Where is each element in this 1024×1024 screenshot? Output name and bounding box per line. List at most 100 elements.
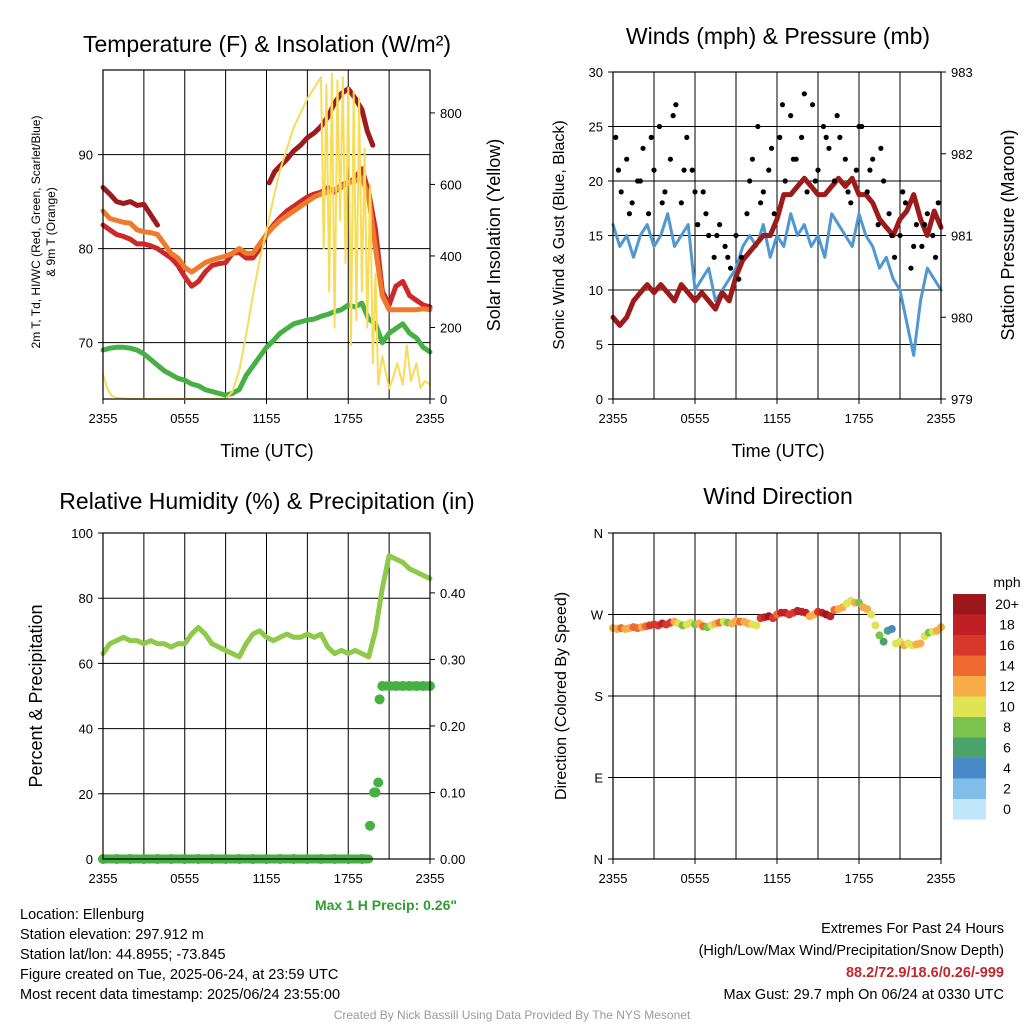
gust-point	[900, 189, 906, 195]
gust-point	[935, 200, 941, 206]
gust-point	[689, 167, 695, 173]
temperature-xlabel: Time (UTC)	[220, 441, 313, 461]
gust-point	[733, 232, 739, 239]
humidity-rtick-label: 0.20	[440, 719, 465, 734]
gust-point	[670, 113, 676, 119]
winds-ytick-label: 5	[596, 338, 603, 353]
gust-point	[695, 222, 701, 228]
gust-point	[801, 91, 807, 97]
humidity-title: Relative Humidity (%) & Precipitation (i…	[59, 488, 474, 514]
legend-title: mph	[993, 574, 1020, 590]
direction-point	[879, 637, 888, 646]
legend-label: 12	[999, 678, 1015, 694]
humidity-rtick-label: 0.30	[440, 652, 465, 667]
legend-swatch	[953, 778, 986, 799]
legend-swatch	[953, 655, 986, 676]
gust-point	[886, 211, 892, 217]
winds-rtick-label: 980	[951, 310, 973, 325]
gust-point	[897, 232, 903, 239]
winds-series-1	[610, 175, 944, 328]
gust-point	[648, 134, 654, 140]
gust-point	[856, 123, 862, 130]
temperature-xtick-label: 2355	[416, 411, 445, 426]
legend-label: 20+	[995, 596, 1019, 612]
gust-point	[703, 211, 709, 217]
gust-point	[768, 145, 775, 151]
humidity-ytick-label: 40	[79, 722, 93, 737]
max-precip-label: Max 1 H Precip: 0.26"	[315, 897, 457, 913]
gust-point	[629, 200, 635, 206]
direction-xtick-label: 2355	[927, 871, 956, 886]
temperature-series-4	[100, 300, 433, 398]
gust-point	[870, 156, 876, 162]
direction-point	[887, 624, 896, 633]
gust-point	[749, 156, 756, 162]
humidity-xtick-label: 1755	[334, 871, 363, 886]
direction-ytick-label: N	[594, 852, 603, 867]
humidity-series-0	[100, 553, 433, 660]
gust-point	[779, 102, 786, 108]
gust-point	[747, 178, 753, 184]
humidity-ytick-label: 20	[79, 787, 93, 802]
direction-ytick-label: W	[591, 608, 604, 623]
legend-label: 6	[1003, 740, 1011, 756]
legend-swatch	[953, 635, 986, 656]
gust-point	[744, 211, 750, 217]
direction-frame	[612, 532, 942, 860]
gust-point	[823, 134, 829, 140]
gust-point	[758, 200, 764, 206]
humidity-ytick-label: 80	[79, 591, 93, 606]
temperature-xtick-label: 1155	[253, 411, 281, 426]
gust-point	[788, 113, 794, 119]
temperature-xtick-label: 0555	[170, 411, 199, 426]
humidity-xtick-label: 2355	[416, 871, 445, 886]
direction-point	[867, 610, 876, 619]
temperature-series-5	[102, 72, 431, 400]
direction-point	[752, 621, 761, 630]
direction-point	[863, 605, 872, 614]
humidity-frame	[102, 532, 431, 860]
gust-point	[845, 189, 851, 195]
winds-title: Winds (mph) & Pressure (mb)	[626, 23, 930, 49]
gust-point	[881, 178, 887, 184]
gust-point	[755, 123, 761, 130]
gust-point	[815, 167, 821, 173]
gust-point	[911, 243, 917, 249]
gust-point	[626, 211, 633, 217]
gust-point	[837, 134, 843, 140]
gust-point	[853, 167, 859, 173]
humidity-xtick-label: 2355	[89, 871, 118, 886]
temperature-ylabel-2: & 9m T (Orange)	[44, 187, 58, 277]
gust-point	[782, 178, 788, 184]
direction-point	[871, 621, 880, 630]
temperature-rtick-label: 200	[440, 320, 462, 335]
winds-ytick-label: 30	[589, 65, 603, 80]
temperature-ytick-label: 90	[79, 148, 93, 163]
direction-title: Wind Direction	[703, 483, 853, 509]
gust-point	[766, 167, 772, 173]
credit-line: Created By Nick Bassill Using Data Provi…	[333, 1008, 691, 1022]
gust-point	[678, 200, 684, 206]
direction-xtick-label: 2355	[599, 871, 628, 886]
gust-point	[842, 156, 848, 162]
temperature-rtick-label: 800	[440, 106, 462, 121]
temperature-ytick-label: 80	[79, 242, 93, 257]
winds-plot: 0 5 10 15 20 25 30 979 980 981 982 983 2355 0555 1155 1…	[589, 65, 973, 426]
precip-point	[373, 777, 384, 788]
winds-ytick-label: 25	[589, 120, 603, 135]
gust-point	[673, 102, 679, 108]
gust-point	[889, 232, 895, 239]
direction-point	[916, 639, 925, 648]
gust-point	[717, 222, 723, 228]
legend-swatch	[953, 614, 986, 635]
station-info: Location: Ellenburg Station elevation: 2…	[20, 905, 340, 1005]
temperature-xtick-label: 1755	[334, 411, 363, 426]
gust-point	[864, 189, 870, 195]
humidity-rtick-label: 0.40	[440, 586, 465, 601]
winds-ytick-label: 20	[589, 174, 603, 189]
humidity-ylabel-left: Percent & Precipitation	[26, 604, 46, 787]
gust-point	[692, 189, 698, 195]
winds-xtick-label: 2355	[599, 411, 628, 426]
direction-xtick-label: 1155	[763, 871, 791, 886]
